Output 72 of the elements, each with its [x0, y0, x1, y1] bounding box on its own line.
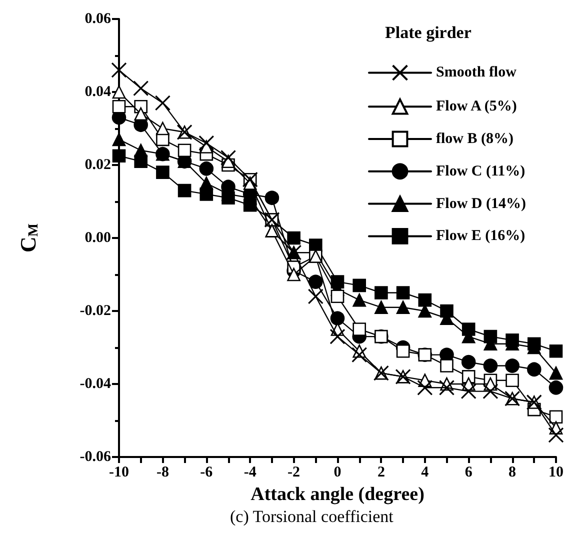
- y-axis-title: CM: [16, 223, 42, 253]
- point: [527, 362, 542, 377]
- x-tick-label: 6: [464, 464, 473, 480]
- point: [396, 286, 410, 300]
- point: [112, 100, 126, 114]
- point: [154, 95, 170, 111]
- legend-label: Smooth flow: [436, 64, 517, 81]
- y-tick-label: 0.04: [84, 84, 112, 100]
- y-tick-label: -0.06: [80, 449, 112, 465]
- point: [178, 144, 192, 158]
- point: [308, 274, 323, 289]
- point: [308, 288, 324, 304]
- point: [112, 132, 126, 146]
- point: [200, 176, 214, 190]
- point: [352, 347, 368, 363]
- point: [330, 290, 344, 304]
- point: [460, 384, 476, 400]
- point: [549, 344, 563, 358]
- point: [352, 322, 366, 336]
- point: [198, 135, 214, 151]
- point: [418, 293, 432, 307]
- point: [112, 149, 126, 163]
- point: [133, 80, 149, 96]
- text: (c) Torsional coefficient: [230, 507, 394, 526]
- x-tick-label: 2: [377, 464, 385, 480]
- point: [287, 231, 300, 245]
- point: [461, 354, 476, 370]
- point: [438, 380, 455, 396]
- point: [374, 286, 388, 300]
- x-tick-label: 10: [548, 464, 564, 480]
- point: [220, 150, 236, 166]
- point: [396, 300, 410, 314]
- point: [111, 62, 127, 78]
- legend-title: Plate girder: [385, 23, 472, 42]
- point: [482, 384, 498, 400]
- x-tick-label: 0: [334, 464, 342, 480]
- point: [505, 358, 520, 373]
- point: [548, 380, 564, 395]
- legend-label: Flow A (5%): [436, 98, 517, 115]
- point: [352, 278, 366, 292]
- x-tick-label: 4: [421, 464, 430, 480]
- x-tick-label: -10: [109, 464, 129, 480]
- legend-label: Flow D (14%): [436, 196, 526, 212]
- point: [156, 166, 170, 179]
- legend-label: flow B (8%): [436, 131, 514, 147]
- legend-label: Flow C (11%): [436, 163, 526, 180]
- point: [330, 328, 346, 344]
- y-tick-label: 0.06: [84, 11, 112, 27]
- legend-label: Flow E (16%): [436, 228, 526, 244]
- point: [264, 190, 280, 205]
- x-tick-label: -6: [200, 464, 214, 480]
- point: [483, 358, 498, 373]
- x-tick-label: -8: [156, 464, 169, 480]
- point: [374, 300, 388, 314]
- y-tick-label: -0.02: [80, 303, 111, 319]
- x-axis-title: Attack angle (degree): [250, 484, 424, 505]
- x-tick-label: -2: [288, 464, 300, 480]
- point: [134, 144, 148, 158]
- y-tick-label: 0.02: [84, 157, 111, 173]
- point: [199, 162, 214, 176]
- point: [352, 293, 366, 307]
- point: [548, 427, 564, 443]
- x-tick-label: -4: [244, 464, 257, 480]
- x-tick-label: 8: [508, 464, 516, 480]
- point: [178, 184, 192, 198]
- point: [396, 344, 410, 358]
- y-tick-label: 0.00: [84, 230, 111, 246]
- y-tick-label: -0.04: [80, 376, 112, 392]
- point: [440, 359, 454, 372]
- point: [506, 374, 519, 387]
- point: [549, 366, 563, 380]
- point: [417, 380, 433, 396]
